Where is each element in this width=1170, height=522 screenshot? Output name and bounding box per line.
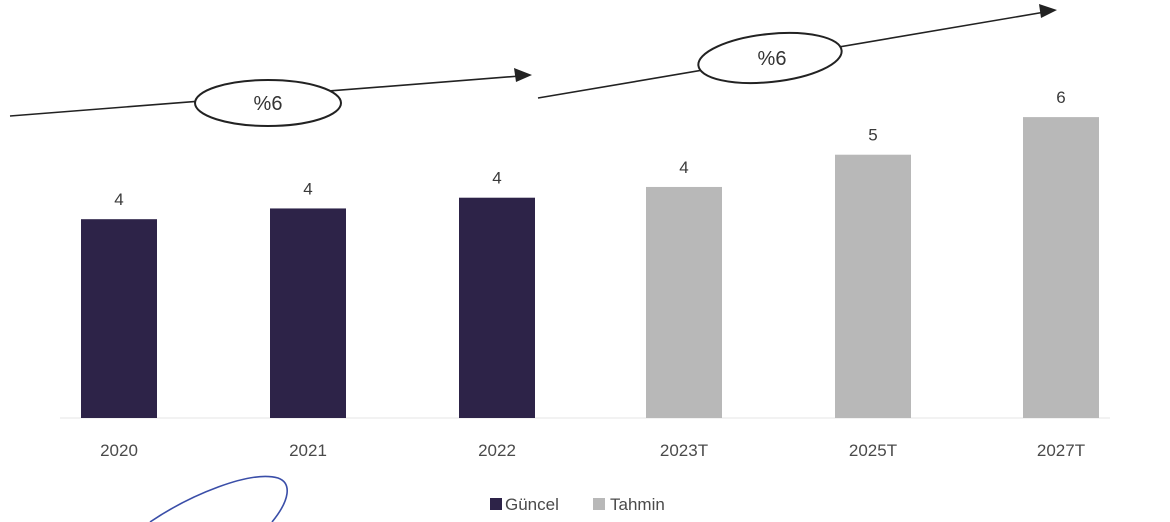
bars-group: [81, 117, 1099, 418]
x-tick-label-2022: 2022: [478, 441, 516, 460]
legend: Güncel Tahmin: [490, 495, 665, 514]
growth-ellipse-2: [697, 31, 843, 85]
x-tick-label-2023T: 2023T: [660, 441, 708, 460]
x-tick-label-2021: 2021: [289, 441, 327, 460]
growth-annotation-2: %6: [537, 4, 1057, 99]
value-label-2023T: 4: [679, 158, 688, 177]
bar-2027T: [1023, 117, 1099, 418]
value-label-2021: 4: [303, 179, 312, 198]
bar-2023T: [646, 186, 722, 418]
bar-2022: [459, 197, 535, 418]
bar-2021: [270, 208, 346, 418]
value-label-2020: 4: [114, 190, 123, 209]
legend-label-tahmin: Tahmin: [610, 495, 665, 514]
x-tick-label-2025T: 2025T: [849, 441, 897, 460]
value-labels-group: 4 4 4 4 5 6: [114, 88, 1065, 209]
tick-labels-group: 2020 2021 2022 2023T 2025T 2027T: [100, 441, 1085, 460]
growth-label-2: %6: [758, 48, 787, 70]
legend-swatch-tahmin: [593, 498, 605, 510]
x-tick-label-2027T: 2027T: [1037, 441, 1085, 460]
growth-ellipse-1: [194, 79, 342, 127]
value-label-2022: 4: [492, 169, 501, 188]
growth-label-1: %6: [254, 93, 283, 115]
growth-arrowhead-1: [514, 68, 532, 82]
legend-swatch-guncel: [490, 498, 502, 510]
pen-stroke-decoration: [149, 475, 288, 522]
bar-2020: [81, 219, 157, 418]
value-label-2027T: 6: [1056, 88, 1065, 107]
legend-label-guncel: Güncel: [505, 495, 559, 514]
value-label-2025T: 5: [868, 126, 877, 145]
bar-2025T: [835, 154, 911, 418]
x-tick-label-2020: 2020: [100, 441, 138, 460]
growth-annotation-1: %6: [9, 68, 532, 127]
growth-arrowhead-2: [1039, 4, 1057, 18]
